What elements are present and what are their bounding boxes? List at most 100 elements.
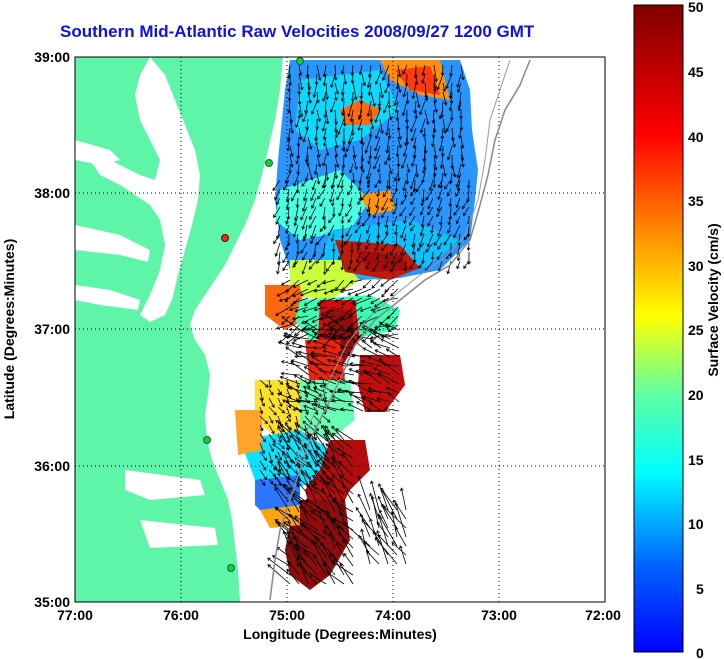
velocity-arrow bbox=[342, 484, 354, 504]
velocity-arrow-head bbox=[278, 457, 283, 461]
velocity-arrow-head bbox=[264, 384, 269, 388]
velocity-arrow bbox=[309, 206, 317, 220]
velocity-arrow-head bbox=[285, 346, 289, 350]
velocity-arrow bbox=[400, 197, 407, 205]
velocity-arrow-head bbox=[302, 197, 307, 202]
velocity-arrow-head bbox=[422, 170, 426, 175]
velocity-arrow bbox=[287, 136, 291, 151]
velocity-arrow-head bbox=[312, 254, 317, 258]
velocity-arrow bbox=[276, 547, 291, 558]
velocity-arrow bbox=[273, 483, 291, 504]
velocity-arrow bbox=[370, 333, 381, 343]
velocity-arrow bbox=[400, 224, 407, 238]
velocity-arrow bbox=[324, 100, 327, 118]
colorbar-tick: 20 bbox=[688, 387, 704, 403]
velocity-arrow bbox=[424, 82, 427, 99]
velocity-arrow bbox=[332, 432, 354, 450]
velocity-arrow bbox=[344, 233, 353, 246]
velocity-arrow-head bbox=[366, 239, 370, 244]
velocity-arrow bbox=[292, 315, 309, 320]
velocity-arrow-head bbox=[276, 201, 280, 206]
velocity-arrow-head bbox=[366, 408, 370, 413]
velocity-arrow bbox=[302, 260, 308, 275]
velocity-arrow bbox=[442, 64, 444, 76]
velocity-arrow-head bbox=[277, 460, 281, 465]
velocity-arrow bbox=[367, 73, 372, 88]
velocity-arrow bbox=[310, 188, 317, 201]
velocity-arrow-head bbox=[291, 341, 295, 346]
velocity-arrow bbox=[268, 478, 274, 485]
velocity-arrow-head bbox=[365, 266, 369, 270]
velocity-arrow bbox=[334, 109, 337, 125]
velocity-arrow bbox=[347, 188, 353, 195]
velocity-arrow bbox=[425, 242, 434, 253]
velocity-arrow-head bbox=[438, 148, 443, 152]
velocity-arrow-head bbox=[340, 407, 344, 412]
velocity-arrow-head bbox=[328, 494, 333, 498]
velocity-arrow-head bbox=[276, 522, 281, 526]
velocity-arrow bbox=[321, 487, 336, 513]
velocity-arrow-head bbox=[314, 397, 318, 402]
velocity-arrow bbox=[325, 406, 346, 412]
velocity-arrow-head bbox=[326, 268, 330, 272]
velocity-arrow bbox=[360, 82, 363, 99]
velocity-arrow-head bbox=[346, 326, 351, 331]
velocity-arrow bbox=[275, 215, 281, 225]
velocity-arrow bbox=[287, 488, 309, 504]
velocity-arrow-head bbox=[325, 314, 329, 318]
velocity-arrow-head bbox=[410, 201, 414, 206]
velocity-arrow-head bbox=[272, 439, 276, 444]
velocity-arrow bbox=[374, 297, 390, 308]
velocity-arrow bbox=[283, 335, 310, 340]
velocity-arrow-head bbox=[443, 102, 448, 106]
velocity-arrow bbox=[362, 326, 382, 340]
velocity-arrow bbox=[355, 288, 372, 296]
velocity-arrow bbox=[325, 109, 329, 124]
velocity-arrow-head bbox=[380, 487, 384, 492]
velocity-arrow-head bbox=[282, 484, 287, 488]
velocity-arrow bbox=[358, 118, 363, 131]
velocity-arrow-head bbox=[311, 319, 316, 323]
velocity-arrow bbox=[387, 306, 399, 320]
velocity-arrow bbox=[400, 242, 407, 256]
velocity-arrow-head bbox=[349, 185, 354, 190]
velocity-arrow-head bbox=[399, 212, 403, 217]
velocity-arrow bbox=[341, 197, 344, 207]
velocity-arrow-head bbox=[347, 219, 351, 223]
velocity-arrow bbox=[276, 324, 291, 329]
velocity-arrow bbox=[334, 145, 338, 158]
velocity-arrow-head bbox=[364, 149, 369, 154]
velocity-arrow-head bbox=[282, 259, 286, 264]
velocity-arrow bbox=[359, 322, 373, 331]
velocity-arrow bbox=[292, 536, 309, 549]
velocity-arrow-head bbox=[392, 211, 396, 215]
velocity-arrow bbox=[458, 91, 462, 108]
velocity-arrow bbox=[281, 315, 291, 325]
velocity-arrow-head bbox=[355, 507, 360, 511]
lat-tick: 39:00 bbox=[34, 49, 70, 65]
velocity-arrow-head bbox=[365, 246, 369, 250]
velocity-arrow bbox=[316, 506, 336, 522]
velocity-arrow-head bbox=[456, 89, 461, 93]
velocity-arrow-head bbox=[281, 321, 285, 325]
velocity-arrow bbox=[273, 467, 300, 486]
velocity-arrow bbox=[370, 297, 381, 304]
x-axis-label: Longitude (Degrees:Minutes) bbox=[243, 626, 437, 642]
velocity-arrow bbox=[268, 388, 274, 396]
velocity-arrow bbox=[314, 450, 327, 468]
velocity-arrow-head bbox=[452, 144, 456, 148]
velocity-arrow-head bbox=[347, 140, 352, 145]
velocity-arrow-head bbox=[274, 454, 279, 459]
velocity-arrow bbox=[273, 233, 281, 244]
velocity-arrow-head bbox=[350, 72, 355, 77]
velocity-arrow-head bbox=[419, 232, 424, 237]
velocity-arrow bbox=[396, 73, 399, 90]
velocity-arrow bbox=[342, 539, 354, 558]
velocity-arrow-head bbox=[414, 115, 419, 120]
velocity-arrow bbox=[309, 480, 327, 504]
velocity-arrow-head bbox=[439, 221, 443, 226]
velocity-arrow bbox=[366, 550, 380, 565]
velocity-arrow bbox=[313, 82, 318, 98]
velocity-arrow bbox=[323, 206, 326, 220]
velocity-arrow bbox=[337, 525, 354, 540]
